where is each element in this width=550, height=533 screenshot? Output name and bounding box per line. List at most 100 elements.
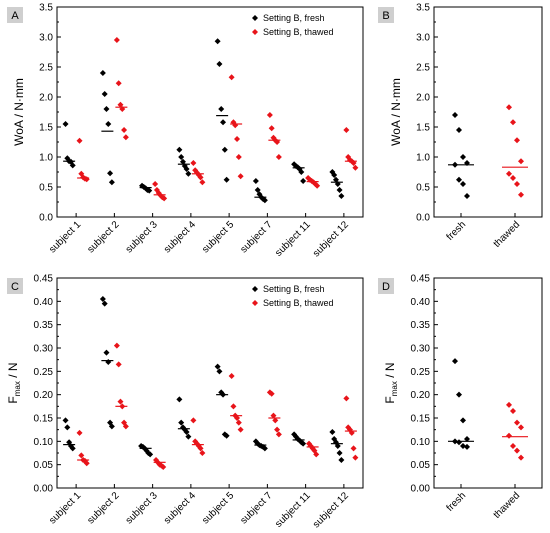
thawed-point [352,454,359,461]
y-tick-label: 3.5 [39,3,53,14]
fresh-point [103,106,110,112]
y-tick-label: 2.5 [39,63,53,74]
thawed-point [117,398,124,405]
y-tick-label: 0.30 [34,344,54,355]
panel-a: A 0.0 0.5 1.0 1.5 2.0 2.5 3.0 3.5 WoA / N·mm subje… [7,3,364,259]
fresh-point [300,440,307,447]
plot-frame [433,6,543,218]
panel-letter: A [7,7,23,23]
x-category-label: subject 2 [85,490,121,526]
y-tick-label: 0.45 [411,274,431,285]
legend-label: Setting B, thawed [263,27,334,37]
fresh-point [101,91,108,97]
fresh-point [460,181,466,187]
thawed-point [115,80,122,87]
x-category-label: fresh [445,490,469,514]
y-tick-label: 0.20 [411,390,431,401]
legend-label: Setting B, fresh [263,13,325,23]
thawed-point [161,195,168,202]
fresh-point [460,443,466,449]
fresh-point [452,358,458,365]
panel-letter-bg [378,7,394,23]
legend-label: Setting B, thawed [263,298,334,308]
thawed-point [518,454,524,461]
y-axis-label-sub: max [13,381,22,396]
panel-letter-text: B [382,10,389,22]
fresh-point [147,451,154,458]
fresh-point [460,154,466,160]
y-tick-label: 0.5 [39,183,53,194]
fresh-point [69,162,76,169]
panel-c: C 0.00 0.05 0.10 0.15 0.20 0.25 0.30 0.35 0.40 0.4… [6,274,364,530]
thawed-point [76,429,83,436]
thawed-point [270,412,277,419]
thawed-point [506,432,512,439]
thawed-point [234,415,241,421]
thawed-point [113,37,120,43]
thawed-point [122,423,129,430]
legend: Setting B, fresh Setting B, thawed [252,284,334,308]
x-category-label: subject 5 [200,490,236,526]
thawed-point [76,137,83,144]
thawed-point [514,137,520,144]
fresh-point [331,172,338,178]
y-tick-label: 0.15 [411,414,431,425]
thawed-point [197,174,204,181]
fresh-point [62,417,69,424]
y-tick-label: 3.0 [416,33,430,44]
y-tick-label: 1.5 [416,123,430,134]
thawed-point [518,158,524,165]
y-tick-label: 0.0 [39,213,53,224]
thawed-point [113,342,120,349]
fresh-point [338,457,345,463]
thawed-point [268,125,275,132]
fresh-point [108,179,115,186]
thawed-point [228,74,235,81]
y-axis-label: Fmax / N [6,362,22,403]
thawed-point [274,426,281,433]
y-axis-label-main: F [6,396,20,403]
thawed-point [510,443,516,449]
y-tick-label: 0.35 [34,320,54,331]
thawed-point [510,408,516,414]
y-tick-label: 1.0 [416,153,430,164]
thawed-point [275,154,282,160]
y-tick-label: 2.0 [416,93,430,104]
y-tick-label: 0.0 [416,213,430,224]
fresh-point [99,70,106,76]
thawed-point [275,431,282,438]
fresh-point [254,187,261,193]
x-category-label: subject 7 [238,490,274,526]
panel-letter-text: A [11,10,19,22]
fresh-point [334,443,341,449]
x-category-label: subject 3 [124,490,160,526]
fresh-point [69,445,76,452]
legend-marker [252,15,258,21]
thawed-point [350,445,357,452]
y-axis-label-suffix: / N [6,362,20,381]
thawed-point [228,373,235,379]
legend-marker [252,300,258,306]
panel-d: D 0.00 0.05 0.10 0.15 0.20 0.25 0.30 0.35 0.40 0.4… [378,274,543,521]
x-category-label: subject 5 [200,219,236,255]
y-tick-label: 0.15 [34,414,54,425]
thawed-point [510,175,516,181]
thawed-point [190,417,197,424]
thawed-point [343,395,350,402]
panel-b: B 0.0 0.5 1.0 1.5 2.0 2.5 3.0 3.5 WoA / N·mm fresh… [378,3,543,250]
thawed-point [199,179,206,186]
y-tick-label: 1.5 [39,123,53,134]
thawed-point [83,460,90,467]
thawed-point [518,191,524,198]
x-category-label: subject 11 [273,219,313,259]
fresh-point [105,121,112,127]
legend-label: Setting B, fresh [263,284,325,294]
thawed-point [190,160,197,166]
thawed-point [235,154,242,160]
x-category-label: subject 3 [124,219,160,255]
fresh-point [214,363,221,370]
fresh-point [183,429,190,435]
thawed-point [506,401,512,408]
fresh-point [64,424,71,431]
thawed-point [115,361,122,368]
